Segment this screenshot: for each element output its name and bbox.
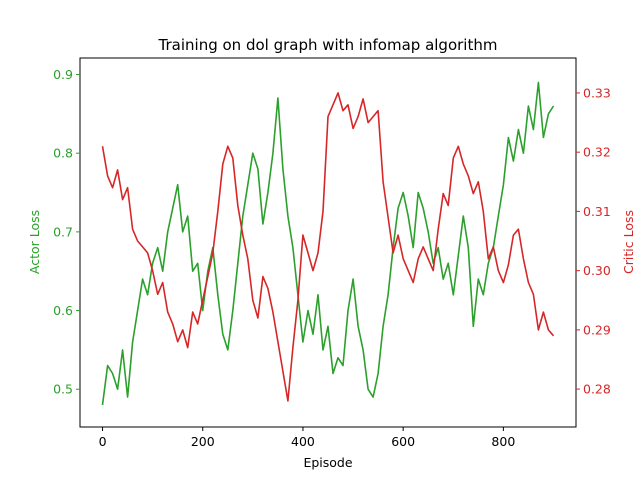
x-tick-label: 0 (99, 434, 107, 449)
right-y-tick-label: 0.33 (583, 85, 611, 100)
right-y-tick-label: 0.29 (583, 322, 611, 337)
series-layer (101, 81, 555, 406)
left-y-axis-label: Actor Loss (27, 210, 42, 274)
x-tick-label: 600 (391, 434, 415, 449)
x-axis-label: Episode (303, 455, 352, 470)
left-y-tick-label: 0.8 (53, 146, 73, 161)
plot-frame (79, 57, 577, 428)
right-y-axis: 0.28 0.29 0.30 0.31 0.32 0.33 (576, 85, 611, 397)
left-y-tick-label: 0.5 (53, 382, 73, 397)
x-tick-label: 400 (291, 434, 315, 449)
x-axis: 0 200 400 600 800 (99, 427, 515, 449)
left-y-tick-label: 0.6 (53, 303, 73, 318)
left-y-tick-label: 0.7 (53, 224, 73, 239)
right-y-tick-label: 0.31 (583, 204, 611, 219)
chart-title: Training on dol graph with infomap algor… (158, 36, 498, 54)
right-y-tick-label: 0.30 (583, 263, 611, 278)
critic-loss-series-line (101, 92, 555, 402)
x-tick-label: 800 (491, 434, 515, 449)
left-y-axis: 0.5 0.6 0.7 0.8 0.9 (53, 67, 80, 397)
left-y-tick-label: 0.9 (53, 67, 73, 82)
right-y-tick-label: 0.28 (583, 382, 611, 397)
actor-loss-series-line (101, 81, 555, 406)
right-y-tick-label: 0.32 (583, 145, 611, 160)
x-tick-label: 200 (191, 434, 215, 449)
right-y-axis-label: Critic Loss (621, 210, 636, 274)
